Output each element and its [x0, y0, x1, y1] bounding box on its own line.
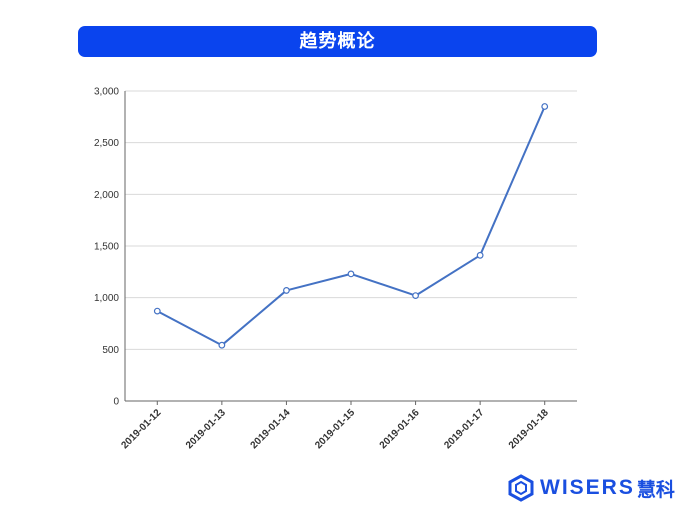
- x-tick-label: 2019-01-16: [378, 407, 422, 451]
- data-point: [283, 287, 290, 294]
- data-point: [412, 292, 419, 300]
- y-tick-labels: 0 500 1,000 1,500 2,000 2,500 3,000: [94, 87, 119, 408]
- hexagon-logo-icon: [508, 474, 534, 502]
- gridlines: [125, 90, 577, 350]
- data-point: [476, 251, 484, 259]
- x-tick-label: 2019-01-12: [119, 407, 163, 451]
- brand-logo: WISERS 慧科: [508, 474, 675, 502]
- data-point: [218, 341, 226, 349]
- brand-name-cn: 慧科: [636, 479, 675, 501]
- data-point: [541, 103, 549, 110]
- x-tick-label: 2019-01-15: [313, 407, 357, 451]
- y-tick-label: 1,500: [94, 242, 119, 253]
- x-tick-label: 2019-01-14: [249, 407, 293, 451]
- y-tick-label: 0: [113, 397, 119, 408]
- y-tick-label: 500: [102, 345, 119, 356]
- x-tick-label: 2019-01-18: [507, 407, 551, 451]
- y-tick-label: 3,000: [94, 87, 119, 98]
- data-point: [347, 270, 355, 278]
- x-tick-label: 2019-01-13: [184, 407, 228, 451]
- y-tick-label: 1,000: [94, 293, 119, 304]
- brand-name: WISERS: [540, 476, 635, 499]
- y-tick-label: 2,000: [94, 190, 119, 201]
- x-tick-label: 2019-01-17: [442, 407, 486, 451]
- data-series: [153, 103, 549, 349]
- data-point: [153, 307, 161, 315]
- page-title: 趋势概论: [78, 26, 597, 57]
- axes: [124, 91, 577, 405]
- x-tick-labels: 2019-01-12 2019-01-13 2019-01-14 2019-01-15…: [119, 407, 551, 451]
- y-tick-label: 2,500: [94, 138, 119, 149]
